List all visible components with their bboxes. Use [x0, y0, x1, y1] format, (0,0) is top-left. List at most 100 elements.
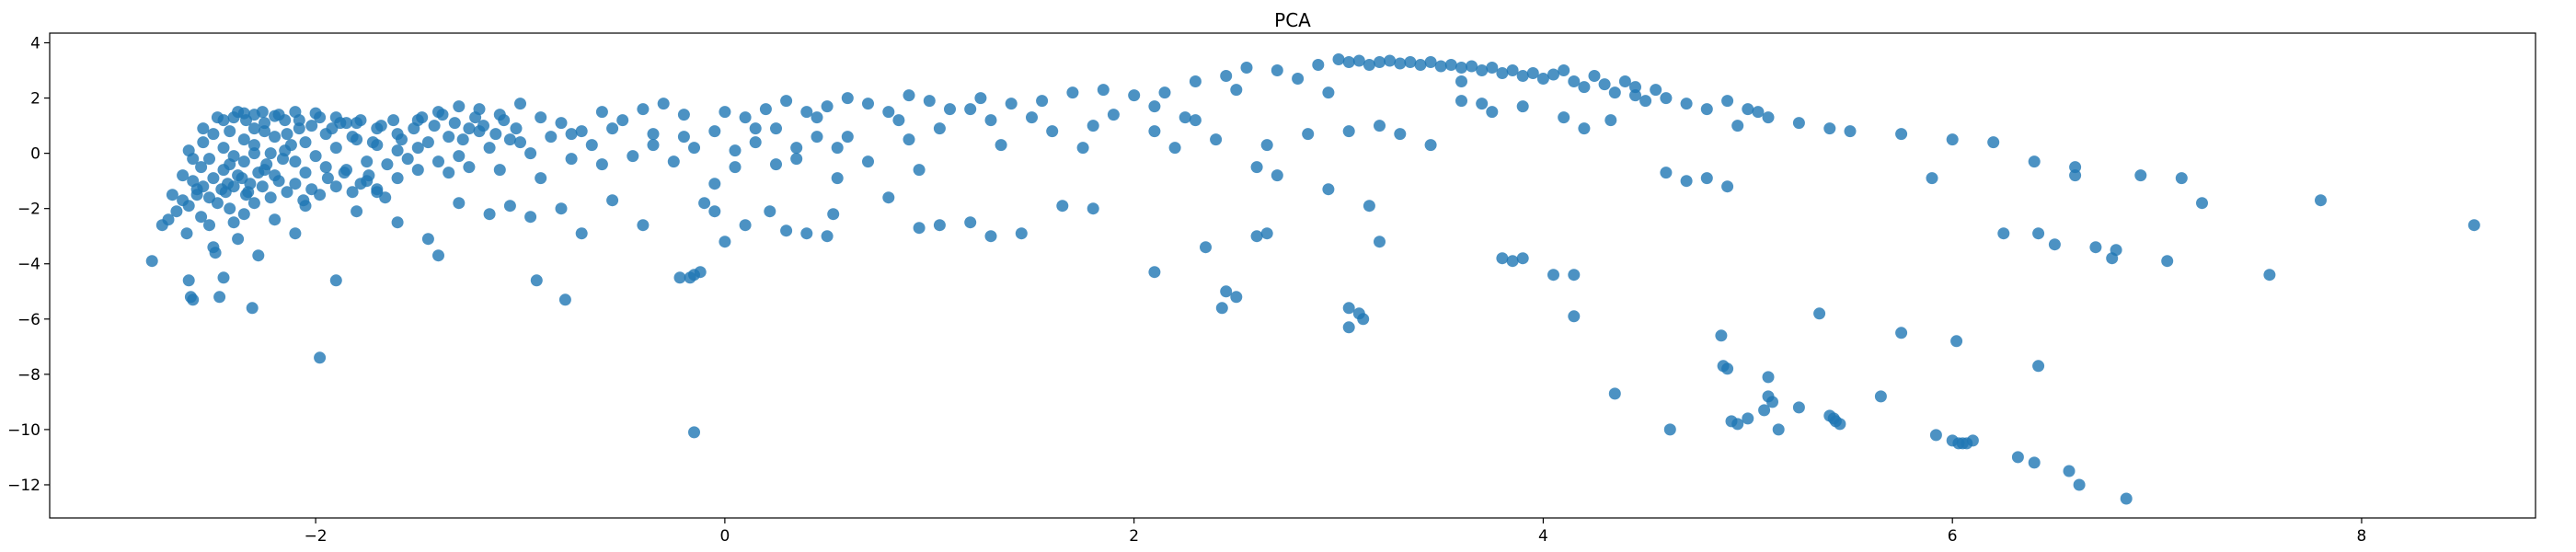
data-point — [195, 211, 208, 224]
data-point — [1950, 335, 1963, 348]
data-point — [2196, 197, 2208, 210]
data-point — [1680, 175, 1693, 188]
data-point — [203, 153, 215, 166]
data-point — [272, 109, 285, 121]
data-point — [1966, 434, 1979, 447]
data-point — [203, 219, 215, 232]
data-point — [197, 136, 210, 149]
data-point — [719, 106, 731, 119]
data-point — [1352, 54, 1365, 67]
data-point — [217, 142, 230, 155]
data-point — [145, 255, 158, 268]
data-point — [1158, 86, 1171, 99]
data-point — [1271, 169, 1283, 182]
data-point — [2263, 269, 2276, 282]
data-point — [215, 183, 228, 196]
data-point — [299, 167, 312, 179]
data-point — [217, 271, 230, 284]
data-point — [305, 120, 318, 132]
data-point — [170, 205, 183, 218]
data-point — [1516, 100, 1529, 113]
data-point — [252, 167, 265, 179]
data-point — [1558, 111, 1570, 124]
data-point — [1322, 86, 1335, 99]
data-point — [1629, 81, 1641, 94]
data-point — [387, 114, 400, 127]
data-point — [293, 114, 305, 127]
data-point — [483, 142, 496, 155]
data-point — [269, 131, 282, 144]
data-point — [749, 122, 762, 135]
data-point — [1558, 64, 1570, 76]
data-point — [2110, 244, 2122, 257]
data-point — [2028, 456, 2041, 469]
data-point — [1680, 98, 1693, 110]
data-point — [2032, 227, 2045, 240]
data-point — [453, 197, 466, 210]
data-point — [260, 158, 273, 171]
data-point — [240, 189, 252, 201]
data-point — [187, 293, 200, 306]
data-point — [182, 200, 195, 213]
data-point — [232, 106, 245, 119]
data-point — [1721, 180, 1734, 193]
data-point — [408, 122, 420, 135]
data-point — [432, 249, 444, 262]
data-point — [211, 197, 224, 210]
data-point — [1046, 125, 1059, 138]
data-point — [2134, 169, 2147, 182]
data-point — [374, 120, 387, 132]
data-point — [1332, 53, 1345, 65]
data-point — [1363, 200, 1375, 213]
data-point — [1230, 84, 1243, 97]
data-point — [2011, 451, 2024, 464]
data-point — [708, 205, 721, 218]
y-tick-label: −10 — [7, 421, 40, 440]
data-point — [647, 128, 660, 141]
data-point — [524, 211, 537, 224]
data-point — [187, 175, 200, 188]
data-point — [463, 161, 476, 174]
data-point — [1374, 236, 1386, 248]
data-point — [240, 114, 252, 127]
data-point — [1608, 86, 1621, 99]
data-point — [759, 103, 772, 116]
data-point — [1834, 418, 1846, 431]
data-point — [1895, 327, 1908, 339]
scatter-points — [145, 53, 2480, 505]
data-point — [346, 131, 359, 144]
data-point — [1424, 139, 1437, 152]
data-point — [841, 92, 854, 105]
data-point — [1434, 60, 1447, 73]
data-point — [535, 172, 547, 185]
data-point — [1496, 252, 1509, 265]
data-point — [1342, 125, 1355, 138]
data-point — [780, 95, 793, 108]
data-point — [237, 133, 250, 146]
data-point — [411, 164, 424, 177]
data-point — [1536, 73, 1549, 85]
data-point — [821, 230, 834, 243]
data-point — [319, 161, 332, 174]
data-point — [428, 120, 441, 132]
data-point — [354, 114, 367, 127]
data-point — [1107, 109, 1120, 121]
data-point — [329, 274, 342, 287]
data-point — [1302, 128, 1315, 141]
data-point — [463, 122, 476, 135]
data-point — [913, 222, 926, 235]
data-point — [289, 155, 302, 168]
data-point — [1547, 269, 1559, 282]
data-point — [1026, 111, 1038, 124]
data-point — [1087, 202, 1099, 215]
data-point — [1250, 161, 1263, 174]
data-point — [483, 208, 496, 221]
data-point — [1342, 56, 1355, 68]
data-point — [974, 92, 987, 105]
data-point — [1766, 396, 1778, 408]
data-point — [329, 142, 342, 155]
data-point — [1660, 92, 1673, 105]
data-point — [338, 167, 351, 179]
data-point — [379, 191, 392, 204]
